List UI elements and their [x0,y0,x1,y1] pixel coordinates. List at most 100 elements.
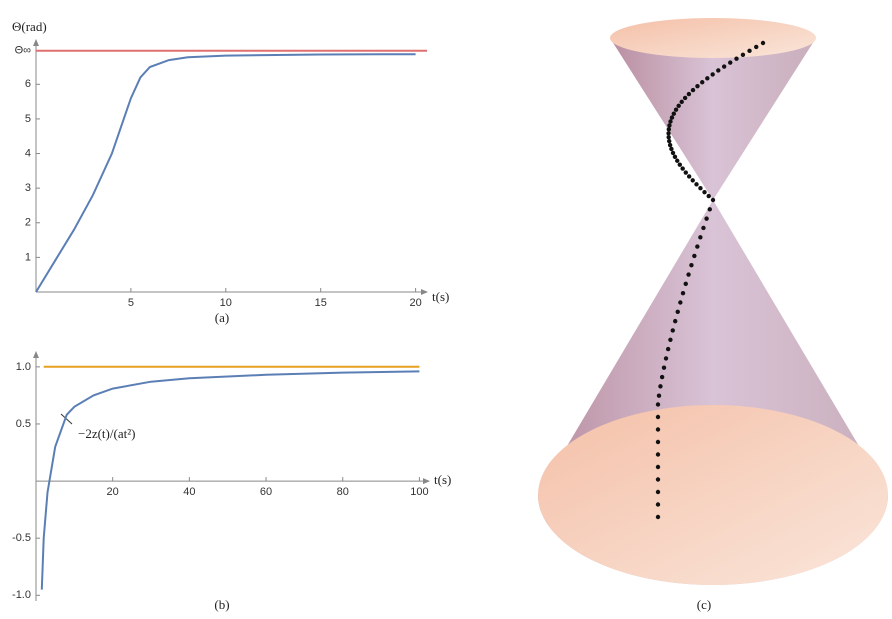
y-tick-label: 5 [25,113,31,125]
trajectory-dot [671,111,677,116]
trajectory-dot [721,64,727,69]
trajectory-dot [704,216,709,221]
trajectory-dot [655,402,661,407]
trajectory-dot [754,44,759,50]
y-tick-label: 3 [25,182,31,194]
trajectory-dot [690,178,695,183]
trajectory-dot [655,414,661,420]
trajectory-dot [694,182,699,187]
trajectory-dot [747,48,752,54]
lower-base [538,405,888,585]
trajectory-dot [667,142,673,148]
trajectory-dot [675,158,680,163]
trajectory-dot [760,40,766,46]
trajectory-dot [692,253,697,259]
trajectory-dot [655,464,661,470]
line-series [40,370,420,590]
trajectory-dot [673,318,678,324]
trajectory-dot [683,281,688,287]
caption-c: (c) [697,597,711,612]
trajectory-dot [655,502,661,507]
trajectory-dot [667,123,672,128]
y-tick-label: 2 [25,217,31,229]
trajectory-dot [677,162,683,167]
x-tick-label: 80 [337,486,349,498]
trajectory-dot [658,384,663,389]
trajectory-dot [689,263,694,268]
trajectory-dot [655,439,661,445]
trajectory-dot [686,272,691,277]
annotation: −2z(t)/(at²) [78,426,135,441]
trajectory-dot [686,91,692,97]
trajectory-dot [675,309,680,315]
x-tick-label: 15 [315,297,327,309]
x-tick-label: 20 [409,297,421,309]
trajectory-dot [682,95,688,101]
trajectory-dot [695,244,700,249]
trajectory-dot [706,193,711,199]
trajectory-dot [678,300,683,305]
cone-figure [538,18,888,585]
trajectory-dot [655,427,661,432]
trajectory-dot [666,131,671,136]
trajectory-dot [655,514,661,520]
trajectory-dot [680,166,685,171]
trajectory-dot [700,80,705,85]
trajectory-dot [655,452,661,457]
trajectory-dot [683,170,688,175]
trajectory-dot [670,150,676,156]
caption-a: (a) [215,310,229,325]
x-tick-label: 40 [183,486,195,498]
trajectory-dot [655,489,661,495]
y-axis-label: Θ(rad) [12,19,47,34]
trajectory-dot [659,374,665,380]
trajectory-dot [676,103,681,109]
trajectory-dot [670,328,675,333]
y-tick-label: 0.5 [16,418,31,430]
trajectory-dot [734,56,739,61]
x-tick-label: 5 [128,297,134,309]
trajectory-dot [716,68,721,73]
trajectory-dot [667,138,672,144]
x-tick-label: 20 [107,486,119,498]
y-tick-label: 4 [25,147,31,159]
x-tick-label: 60 [260,486,272,498]
trajectory-dot [710,197,716,203]
trajectory-dot [698,186,703,191]
y-tick-label: -1.0 [12,589,31,601]
x-axis-label: t(s) [432,289,449,304]
x-tick-label: 10 [220,297,232,309]
trajectory-dot [655,477,661,482]
line-series [35,53,416,293]
trajectory-dot [673,107,679,112]
y-tick-label: Θ∞ [15,45,31,57]
trajectory-dot [669,115,675,120]
trajectory-dot [669,146,674,152]
upper-base [610,18,816,58]
trajectory-dot [672,154,678,160]
y-tick-label: -0.5 [12,532,31,544]
trajectory-dot [698,235,703,240]
y-tick-label: 1 [25,251,31,263]
trajectory-dot [702,189,707,195]
trajectory-dot [701,225,706,231]
trajectory-dot [705,76,710,81]
trajectory-dot [668,119,673,124]
upper-cone [610,38,816,200]
trajectory-dot [710,72,715,77]
trajectory-dot [695,83,700,89]
trajectory-dot [663,356,669,361]
trajectory-dot [740,52,746,57]
trajectory-dot [668,337,673,342]
trajectory-dot [707,207,712,212]
x-tick-label: 100 [410,486,428,498]
y-tick-label: 6 [25,78,31,90]
trajectory-dot [690,87,696,93]
trajectory-dot [679,99,684,105]
trajectory [655,40,766,520]
trajectory-dot [680,290,686,296]
x-axis-label: t(s) [434,472,451,487]
trajectory-dot [686,174,692,179]
trajectory-dot [656,393,662,398]
